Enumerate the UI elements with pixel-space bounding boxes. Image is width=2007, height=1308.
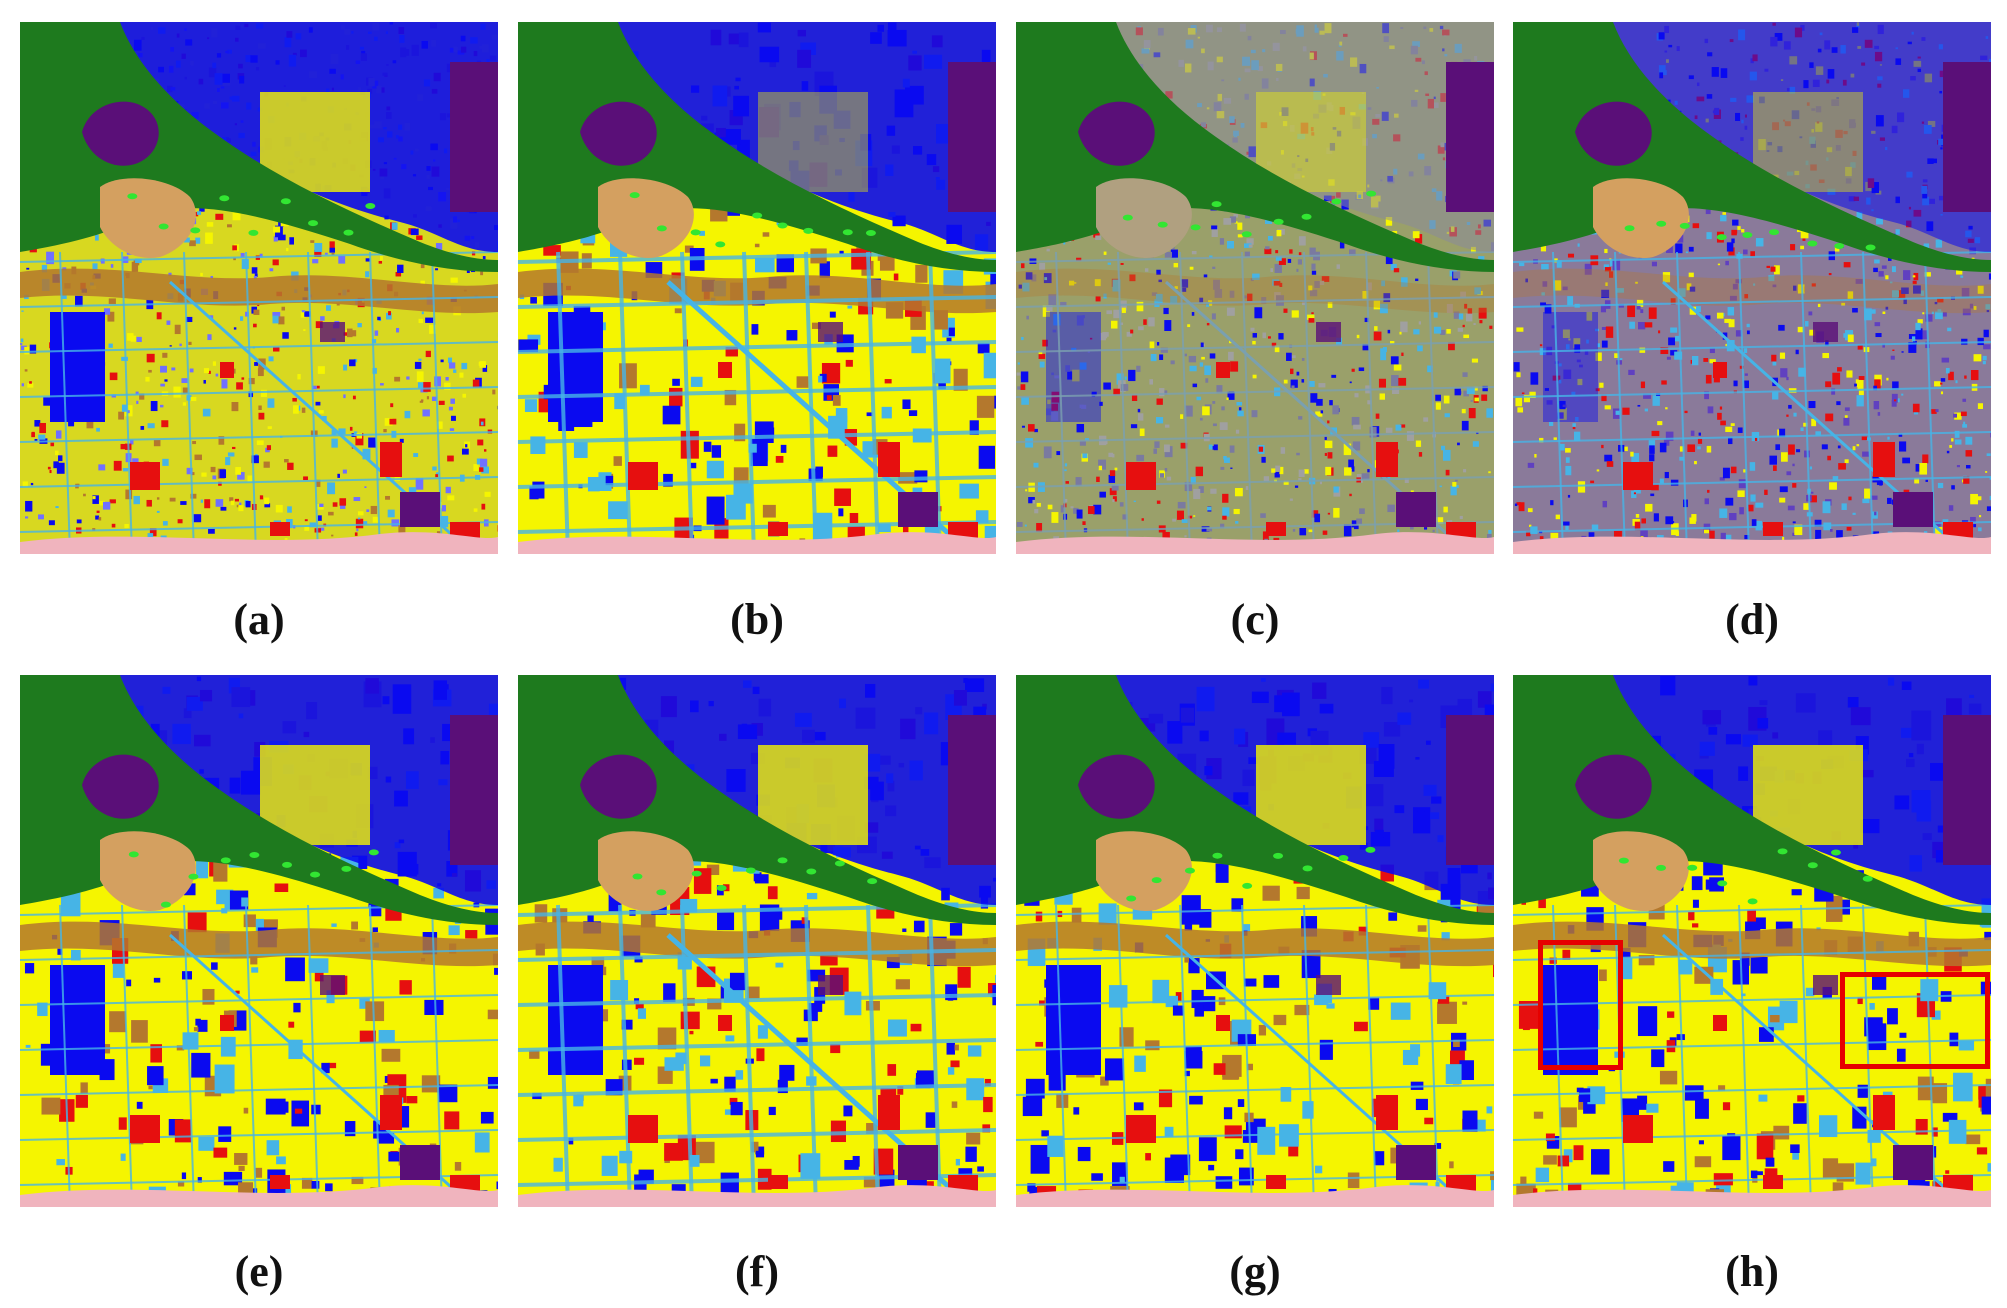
map-panel-h xyxy=(1513,675,1991,1207)
classification-map xyxy=(20,22,498,554)
map-panel-e xyxy=(20,675,498,1207)
caption-f: (f) xyxy=(735,1247,779,1296)
highlight-box-right xyxy=(1840,972,1990,1069)
map-panel-c xyxy=(1016,22,1494,554)
classification-map xyxy=(1016,675,1494,1207)
map-panel-g xyxy=(1016,675,1494,1207)
caption-d: (d) xyxy=(1725,595,1779,644)
highlight-box-left xyxy=(1538,940,1623,1070)
map-panel-a xyxy=(20,22,498,554)
classification-map xyxy=(1513,22,1991,554)
caption-e: (e) xyxy=(234,1247,284,1296)
caption-b: (b) xyxy=(730,595,784,644)
caption-g: (g) xyxy=(1229,1247,1281,1296)
map-panel-b xyxy=(518,22,996,554)
caption-c: (c) xyxy=(1230,595,1280,644)
map-panel-d xyxy=(1513,22,1991,554)
classification-map xyxy=(518,675,996,1207)
caption-h: (h) xyxy=(1725,1247,1779,1296)
caption-a: (a) xyxy=(233,595,285,644)
classification-map xyxy=(518,22,996,554)
classification-map xyxy=(1016,22,1494,554)
map-panel-f xyxy=(518,675,996,1207)
classification-map xyxy=(20,675,498,1207)
